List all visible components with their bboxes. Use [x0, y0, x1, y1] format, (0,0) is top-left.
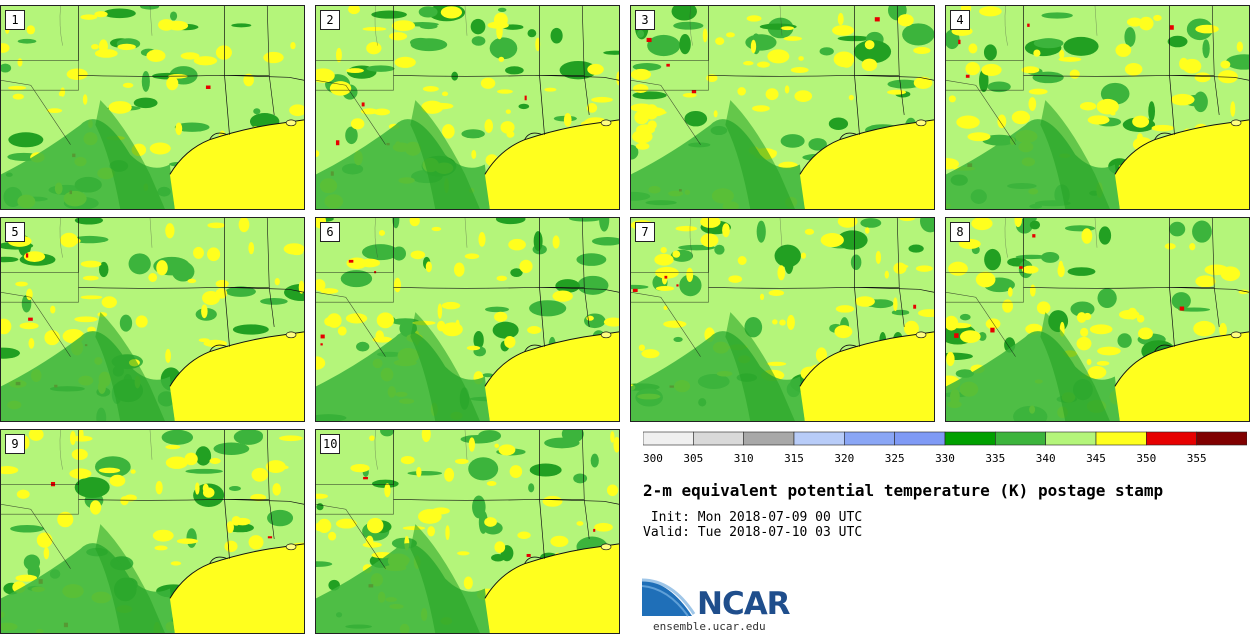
- panel-label: 9: [5, 434, 25, 454]
- colorbar-tick-label: 320: [834, 452, 854, 465]
- colorbar-segment: [1095, 431, 1147, 446]
- colorbar-segment: [743, 431, 795, 446]
- colorbar-segment: [643, 431, 694, 446]
- panel-label: 10: [320, 434, 341, 454]
- colorbar-tick-label: 345: [1086, 452, 1106, 465]
- panel-label: 7: [635, 222, 655, 242]
- colorbar-segment: [693, 431, 744, 446]
- panel-label: 4: [950, 10, 970, 30]
- panel-label: 6: [320, 222, 340, 242]
- map-panel-9: 9: [0, 429, 305, 634]
- panel-label: 1: [5, 10, 25, 30]
- panel-label: 5: [5, 222, 25, 242]
- colorbar-segment: [944, 431, 996, 446]
- colorbar-segment: [1045, 431, 1097, 446]
- panel-label: 3: [635, 10, 655, 30]
- colorbar-segment: [1146, 431, 1197, 446]
- panel-label: 2: [320, 10, 340, 30]
- colorbar: 300 305 310 315 320 325 330 335 340 345 350 355: [643, 431, 1247, 465]
- map-panel-3: 3: [630, 5, 935, 210]
- map-panel-5: 5: [0, 217, 305, 422]
- colorbar-tick-label: 325: [885, 452, 905, 465]
- map-panel-7: 7: [630, 217, 935, 422]
- colorbar-segment: [995, 431, 1046, 446]
- colorbar-segment: [1196, 431, 1247, 446]
- colorbar-tick-label: 330: [935, 452, 955, 465]
- colorbar-tick-label: 305: [683, 452, 703, 465]
- map-panel-10: 10: [315, 429, 620, 634]
- colorbar-tick-label: 335: [985, 452, 1005, 465]
- map-panel-1: 1: [0, 5, 305, 210]
- valid-time: Valid: Tue 2018-07-10 03 UTC: [643, 525, 863, 540]
- colorbar-tick-label: 300: [643, 452, 663, 465]
- map-panel-8: 8: [945, 217, 1250, 422]
- colorbar-tick-label: 315: [784, 452, 804, 465]
- ncar-logo-icon: [642, 578, 696, 617]
- colorbar-segment: [844, 431, 895, 446]
- website-url: ensemble.ucar.edu: [653, 620, 766, 633]
- init-time: Init: Mon 2018-07-09 00 UTC: [643, 510, 863, 525]
- colorbar-tick-label: 310: [734, 452, 754, 465]
- map-panel-4: 4: [945, 5, 1250, 210]
- colorbar-tick-label: 350: [1136, 452, 1156, 465]
- map-panel-2: 2: [315, 5, 620, 210]
- figure-title: 2-m equivalent potential temperature (K)…: [643, 481, 1164, 500]
- colorbar-segment: [793, 431, 845, 446]
- map-panel-6: 6: [315, 217, 620, 422]
- colorbar-segment: [894, 431, 946, 446]
- panel-label: 8: [950, 222, 970, 242]
- ncar-logo-text: NCAR: [697, 586, 791, 622]
- colorbar-tick-label: 355: [1187, 452, 1207, 465]
- colorbar-tick-label: 340: [1036, 452, 1056, 465]
